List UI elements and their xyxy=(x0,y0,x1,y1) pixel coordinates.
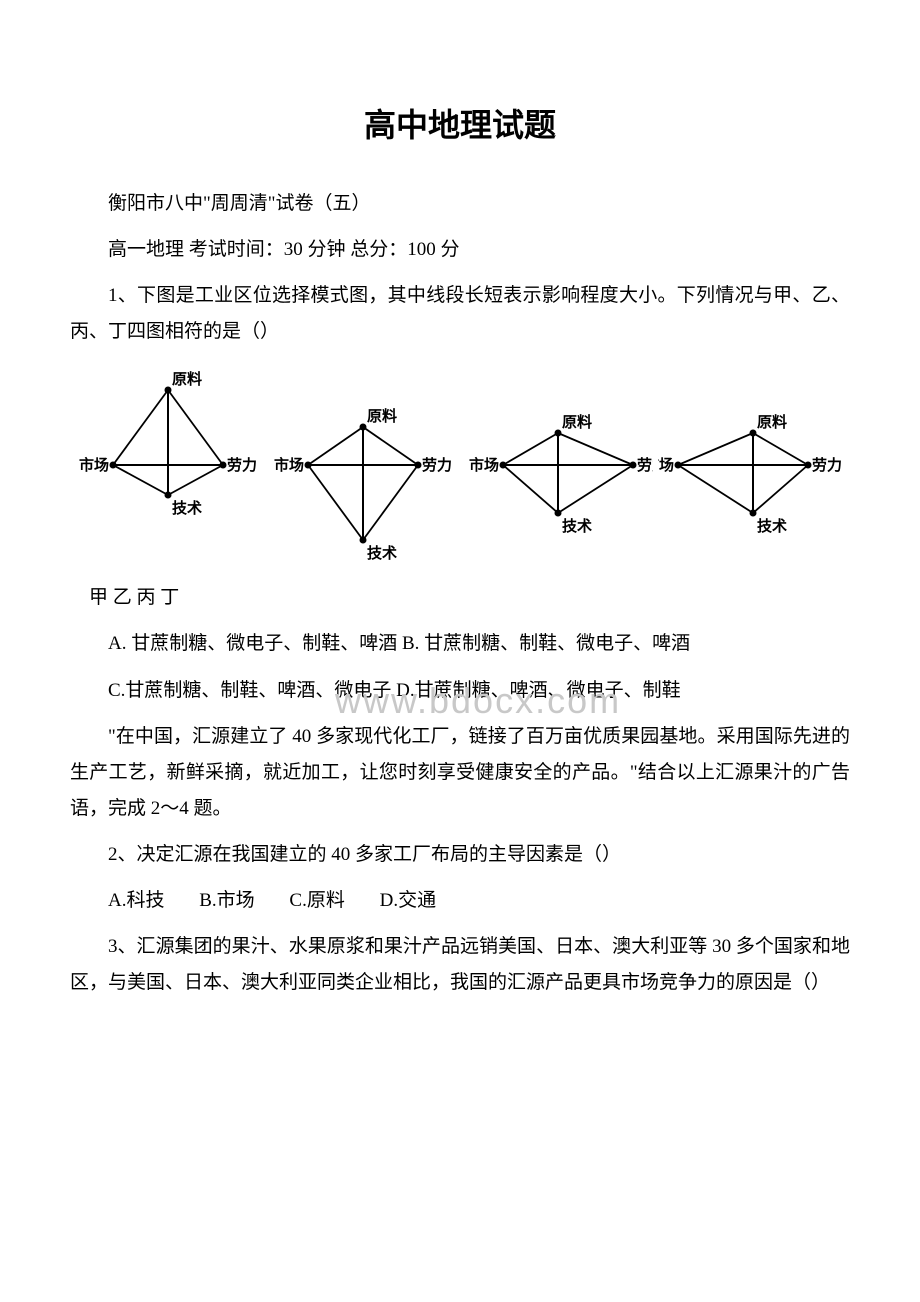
svg-text:市场: 市场 xyxy=(468,456,498,474)
svg-text:市场: 市场 xyxy=(78,456,108,474)
radar-diagram-2: 原料技术 市场 劳力 xyxy=(463,370,653,560)
svg-text:劳力: 劳力 xyxy=(637,456,653,474)
question-2-stem: 2、决定汇源在我国建立的 40 多家工厂布局的主导因素是（） xyxy=(70,837,850,873)
q2-option-d: D.交通 xyxy=(380,890,436,911)
question-3-stem: 3、汇源集团的果汁、水果原浆和果汁产品远销美国、日本、澳大利亚等 30 多个国家… xyxy=(70,929,850,1001)
q2-option-a: A.科技 xyxy=(108,890,164,911)
q2-options: A.科技 B.市场 C.原料 D.交通 xyxy=(70,883,850,919)
page-title: 高中地理试题 xyxy=(70,100,850,146)
subtitle: 衡阳市八中"周周清"试卷（五） xyxy=(70,186,850,222)
q1-options-ab: A. 甘蔗制糖、微电子、制鞋、啤酒 B. 甘蔗制糖、制鞋、微电子、啤酒 xyxy=(70,626,850,662)
diagram-cell: 原料技术 市场 劳力 xyxy=(655,370,850,560)
radar-diagram-0: 原料技术 市场 劳力 xyxy=(73,370,263,560)
svg-text:劳力: 劳力 xyxy=(227,456,257,474)
question-1-stem: 1、下图是工业区位选择模式图，其中线段长短表示影响程度大小。下列情况与甲、乙、丙… xyxy=(70,278,850,350)
svg-text:技术: 技术 xyxy=(757,517,787,535)
svg-text:技术: 技术 xyxy=(562,517,592,535)
radar-diagram-1: 原料技术 市场 劳力 xyxy=(268,370,458,560)
q1-options-cd: C.甘蔗制糖、制鞋、啤酒、微电子 D.甘蔗制糖、啤酒、微电子、制鞋 xyxy=(70,673,850,709)
exam-info: 高一地理 考试时间：30 分钟 总分：100 分 xyxy=(70,232,850,268)
svg-text:技术: 技术 xyxy=(367,544,397,560)
svg-text:市场: 市场 xyxy=(273,456,303,474)
svg-text:原料: 原料 xyxy=(757,413,787,431)
q2-option-b: B.市场 xyxy=(199,890,254,911)
svg-text:原料: 原料 xyxy=(562,413,592,431)
diagram-cell: 原料技术 市场 劳力 xyxy=(460,370,655,560)
svg-text:原料: 原料 xyxy=(172,370,202,388)
svg-text:劳力: 劳力 xyxy=(812,456,842,474)
diagram-cell: 原料技术 市场 劳力 xyxy=(70,370,265,560)
svg-text:劳力: 劳力 xyxy=(422,456,452,474)
diagram-row: 原料技术市场劳力原料技术市场劳力原料技术市场劳力原料技术市场劳力 xyxy=(70,365,850,565)
diagram-labels: 甲 乙 丙 丁 xyxy=(70,580,850,616)
q2-option-c: C.原料 xyxy=(289,890,344,911)
radar-diagram-3: 原料技术 市场 劳力 xyxy=(658,370,848,560)
passage: "在中国，汇源建立了 40 多家现代化工厂，链接了百万亩优质果园基地。采用国际先… xyxy=(70,719,850,827)
diagram-cell: 原料技术 市场 劳力 xyxy=(265,370,460,560)
svg-text:技术: 技术 xyxy=(172,499,202,517)
svg-text:原料: 原料 xyxy=(367,407,397,425)
svg-text:市场: 市场 xyxy=(658,456,674,474)
